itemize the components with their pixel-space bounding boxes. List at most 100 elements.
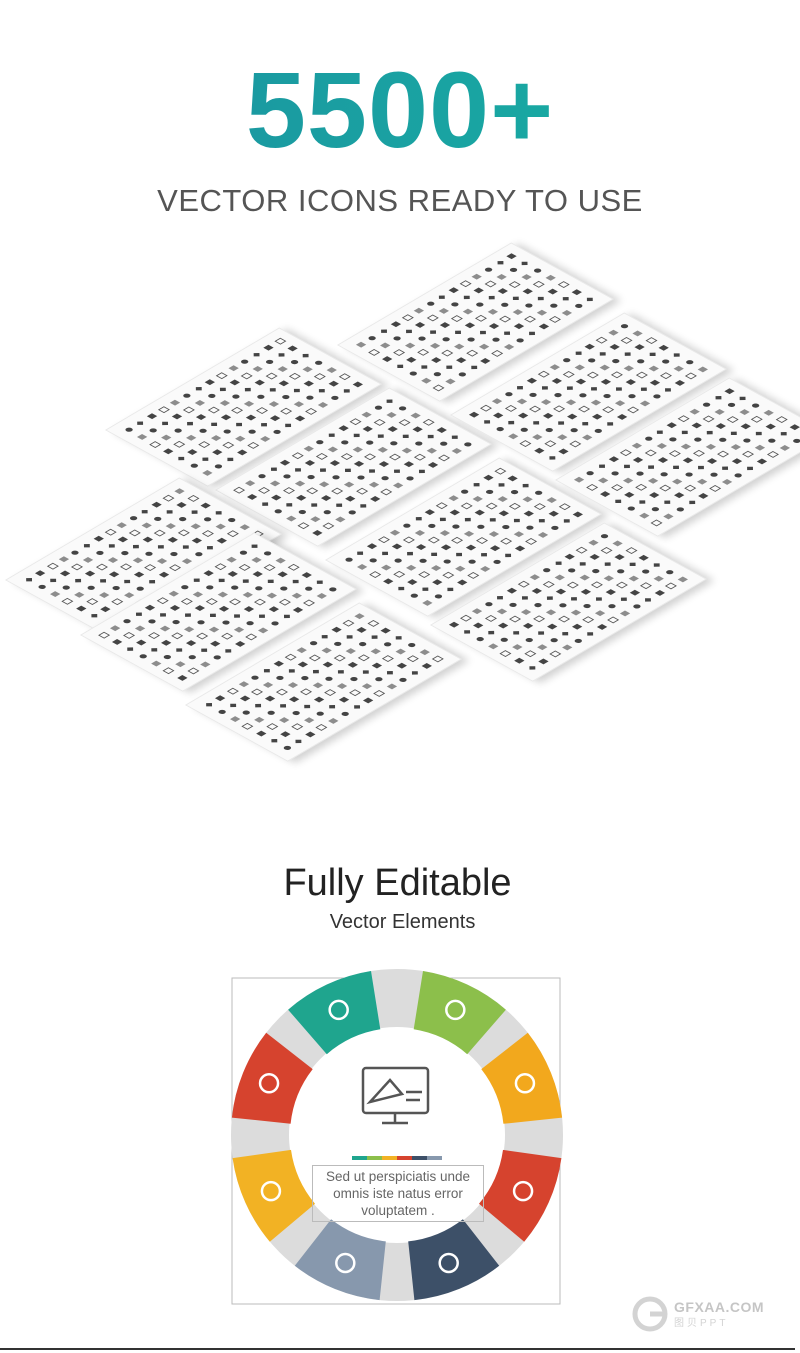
icon-glyph [595, 336, 608, 344]
icon-glyph [697, 465, 704, 470]
icon-glyph [518, 412, 529, 419]
icon-glyph [390, 321, 402, 328]
icon-glyph [581, 434, 592, 441]
icon-glyph [373, 676, 384, 683]
icon-glyph [315, 452, 328, 460]
icon-glyph [561, 644, 572, 651]
icon-glyph [407, 578, 418, 585]
icon-glyph [289, 696, 300, 703]
icon-glyph [460, 502, 473, 510]
icon-glyph [427, 461, 438, 468]
icon-glyph [479, 404, 492, 412]
icon-glyph [601, 392, 613, 399]
icon-glyph [406, 641, 417, 648]
icon-glyph [250, 688, 264, 696]
icon-glyph [538, 518, 545, 523]
icon-glyph [310, 515, 321, 522]
icon-glyph [315, 593, 327, 599]
icon-glyph [705, 443, 716, 450]
icon-glyph [469, 412, 480, 418]
icon-glyph [500, 537, 513, 545]
icon-glyph [415, 321, 426, 328]
icon-glyph [185, 640, 196, 647]
icon-glyph [519, 426, 530, 433]
icon-glyph [137, 653, 149, 660]
icon-glyph [180, 597, 193, 605]
icon-glyph [362, 697, 374, 703]
icon-glyph [556, 588, 567, 595]
icon-glyph [499, 302, 510, 308]
icon-glyph [312, 682, 323, 689]
icon-glyph [176, 502, 187, 509]
icon-glyph [449, 622, 460, 628]
icon-glyph [488, 322, 500, 329]
icon-glyph [170, 399, 181, 406]
icon-glyph [480, 553, 487, 557]
icon-glyph [244, 388, 251, 392]
icon-glyph [421, 365, 428, 369]
icon-glyph [450, 314, 463, 322]
watermark-logo-icon [632, 1296, 668, 1332]
icon-glyph [110, 625, 122, 632]
icon-glyph [514, 545, 525, 552]
icon-glyph [672, 478, 683, 485]
icon-glyph [236, 422, 242, 427]
icon-glyph [137, 421, 144, 425]
icon-glyph [599, 464, 606, 469]
icon-glyph [631, 603, 642, 610]
icon-glyph [533, 447, 545, 454]
icon-glyph [521, 274, 532, 281]
icon-glyph [410, 412, 422, 419]
icon-glyph [664, 500, 671, 504]
icon-glyph [202, 516, 213, 523]
icon-glyph [451, 435, 458, 439]
icon-glyph [476, 537, 489, 545]
icon-glyph [194, 578, 201, 583]
icon-glyph [367, 543, 378, 550]
icon-glyph [512, 309, 523, 316]
icon-glyph [170, 605, 181, 611]
icon-glyph [208, 626, 220, 633]
icon-glyph [624, 491, 635, 498]
icon-glyph [70, 563, 84, 571]
icon-glyph [104, 528, 117, 536]
icon-glyph [668, 436, 679, 443]
icon-glyph [556, 434, 568, 440]
icon-glyph [110, 585, 121, 592]
icon-glyph [698, 492, 709, 499]
icon-glyph [319, 481, 330, 488]
exchange-icon [335, 1252, 356, 1274]
icon-glyph [188, 462, 200, 469]
icon-glyph [345, 648, 357, 655]
icon-glyph [418, 469, 425, 474]
icon-glyph [545, 274, 556, 281]
icon-glyph [479, 330, 486, 335]
icon-glyph [335, 503, 342, 507]
icon-glyph [107, 557, 119, 564]
icon-glyph [338, 696, 349, 703]
icon-glyph [519, 440, 533, 447]
icon-glyph [245, 633, 258, 641]
icon-glyph [299, 675, 310, 682]
icon-glyph [741, 437, 753, 444]
icon-glyph [480, 357, 491, 364]
icon-glyph [320, 468, 327, 472]
icon-glyph [582, 421, 589, 426]
icon-glyph [234, 614, 241, 618]
icon-glyph [196, 632, 209, 640]
icon-glyph [380, 627, 392, 634]
icon-glyph [508, 280, 521, 288]
icon-glyph [389, 453, 402, 461]
icon-glyph [171, 632, 184, 640]
icon-glyph [586, 483, 599, 491]
icon-glyph [158, 571, 169, 578]
icon-glyph [233, 626, 244, 633]
icon-glyph [513, 296, 519, 300]
icon-glyph [243, 579, 250, 583]
icon-glyph [420, 663, 432, 669]
icon-glyph [257, 473, 268, 480]
icon-glyph [231, 393, 242, 400]
icon-glyph [450, 448, 462, 454]
icon-glyph [542, 386, 549, 390]
icon-glyph [378, 536, 391, 543]
